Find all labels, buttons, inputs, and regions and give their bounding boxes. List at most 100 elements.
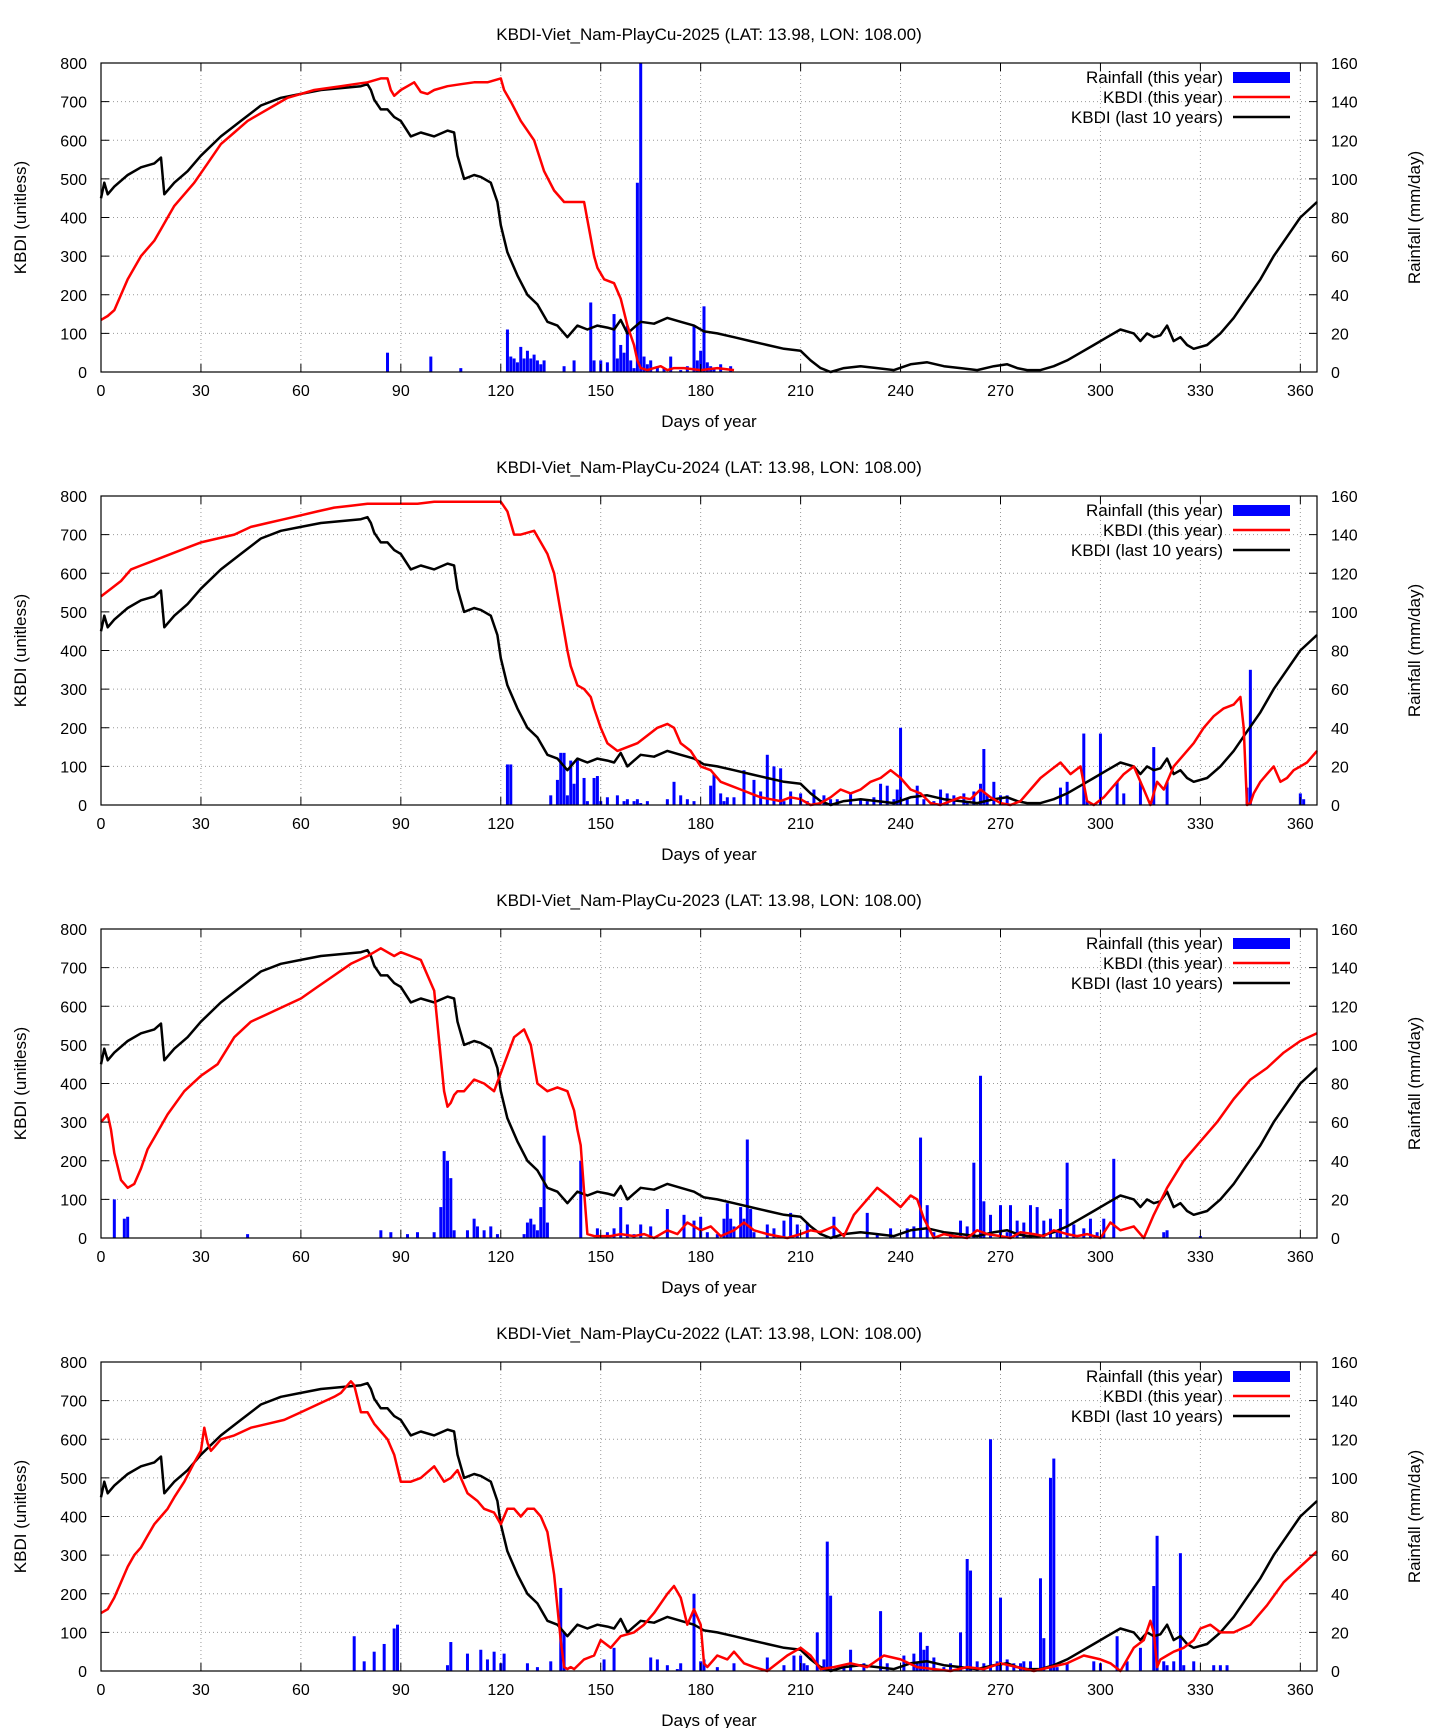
x-tick-label: 330 [1187, 383, 1214, 400]
rainfall-bar [572, 783, 576, 805]
rainfall-bar [675, 1669, 679, 1671]
rainfall-bar [495, 1234, 499, 1238]
rainfall-bar [625, 325, 629, 372]
x-tick-label: 330 [1187, 1249, 1214, 1266]
legend-label-kbdi-last10: KBDI (last 10 years) [1071, 108, 1223, 127]
rainfall-bar [965, 1226, 969, 1238]
rainfall-bar [725, 797, 729, 805]
y-tick-label: 500 [60, 1471, 87, 1488]
rainfall-bar [575, 760, 579, 805]
rainfall-bar [445, 1160, 449, 1238]
x-tick-label: 240 [887, 1682, 914, 1699]
x-tick-label: 180 [687, 1249, 714, 1266]
rainfall-bar [545, 1222, 549, 1238]
y2-tick-label: 160 [1331, 56, 1358, 73]
y-tick-label: 0 [78, 1664, 87, 1681]
y2-tick-label: 0 [1331, 798, 1340, 815]
rainfall-bar [562, 752, 566, 805]
rainfall-bar [619, 1207, 623, 1238]
rainfall-bar [629, 360, 633, 372]
rainfall-bar [655, 1659, 659, 1671]
rainfall-bar [912, 1226, 916, 1238]
x-tick-label: 90 [392, 1249, 410, 1266]
y2-tick-label: 100 [1331, 1038, 1358, 1055]
rainfall-bar [805, 1665, 809, 1671]
rainfall-bar [579, 1160, 583, 1238]
y2-tick-label: 140 [1331, 528, 1358, 545]
rainfall-bar [532, 354, 536, 372]
y2-tick-label: 60 [1331, 249, 1349, 266]
y2-axis-label: Rainfall (mm/day) [1405, 1017, 1424, 1150]
rainfall-bar [429, 356, 433, 372]
rainfall-bar [1005, 795, 1009, 805]
y2-axis-label: Rainfall (mm/day) [1405, 1450, 1424, 1583]
y2-tick-label: 0 [1331, 1664, 1340, 1681]
x-tick-label: 30 [192, 1682, 210, 1699]
rainfall-bar [615, 358, 619, 372]
rainfall-bar [772, 766, 776, 805]
rainfall-bar [1028, 1661, 1032, 1671]
legend-label-kbdi-this: KBDI (this year) [1103, 954, 1223, 973]
y2-tick-label: 0 [1331, 365, 1340, 382]
rainfall-bar [479, 1649, 483, 1671]
rainfall-bar [246, 1234, 250, 1238]
rainfall-bar [549, 1661, 553, 1671]
y-tick-label: 700 [60, 95, 87, 112]
axis-ticks [100, 1361, 1317, 1672]
rainfall-bar [415, 1232, 419, 1238]
legend-label-kbdi-this: KBDI (this year) [1103, 521, 1223, 540]
x-tick-label: 150 [587, 1682, 614, 1699]
rainfall-bar [122, 1218, 126, 1238]
rainfall-bar [362, 1661, 366, 1671]
x-tick-label: 270 [987, 1682, 1014, 1699]
rainfall-bar [559, 752, 563, 805]
rainfall-bar [699, 350, 703, 372]
x-tick-label: 0 [97, 1249, 106, 1266]
y-tick-label: 800 [60, 489, 87, 506]
y-tick-label: 600 [60, 566, 87, 583]
rainfall-bar [459, 368, 463, 372]
rainfall-bar [539, 364, 543, 372]
rainfall-bar [765, 1224, 769, 1238]
rainfall-bar [535, 360, 539, 372]
rainfall-bar [765, 1657, 769, 1671]
rainfall-bar [1038, 1578, 1042, 1671]
rainfall-bar [595, 776, 599, 805]
chart-legend: Rainfall (this year)KBDI (this year)KBDI… [1071, 68, 1290, 127]
x-tick-label: 60 [292, 1249, 310, 1266]
rainfall-bar [685, 799, 689, 805]
rainfall-bar [1138, 1647, 1142, 1671]
rainfall-bar [695, 360, 699, 372]
rainfall-bar [445, 1665, 449, 1671]
rainfall-bar [439, 1207, 443, 1238]
rainfall-bar [902, 1655, 906, 1671]
rainfall-bar [572, 360, 576, 372]
rainfall-bar [542, 360, 546, 372]
rainfall-bar [535, 1667, 539, 1671]
rainfall-bar [779, 768, 783, 805]
rainfall-bar [725, 1203, 729, 1238]
x-axis-label: Days of year [661, 412, 757, 431]
chart-panel-0: KBDI-Viet_Nam-PlayCu-2025 (LAT: 13.98, L… [11, 25, 1424, 431]
rainfall-bar [592, 360, 596, 372]
x-tick-label: 150 [587, 383, 614, 400]
x-axis-label: Days of year [661, 845, 757, 864]
y-tick-label: 400 [60, 644, 87, 661]
rainfall-bar [1065, 1162, 1069, 1238]
legend-label-kbdi-this: KBDI (this year) [1103, 88, 1223, 107]
y2-tick-label: 140 [1331, 961, 1358, 978]
chart-panel-1: KBDI-Viet_Nam-PlayCu-2024 (LAT: 13.98, L… [11, 458, 1424, 864]
rainfall-bar [505, 329, 509, 372]
rainfall-bar [699, 1216, 703, 1238]
rainfall-bar [605, 797, 609, 805]
rainfall-bar [509, 356, 513, 372]
y2-tick-label: 80 [1331, 1510, 1349, 1527]
x-tick-label: 300 [1087, 383, 1114, 400]
rainfall-bar [632, 368, 636, 372]
rainfall-bar [642, 356, 646, 372]
rainfall-bar [679, 795, 683, 805]
rainfall-bar [932, 1232, 936, 1238]
y-tick-label: 300 [60, 1548, 87, 1565]
x-tick-label: 30 [192, 816, 210, 833]
